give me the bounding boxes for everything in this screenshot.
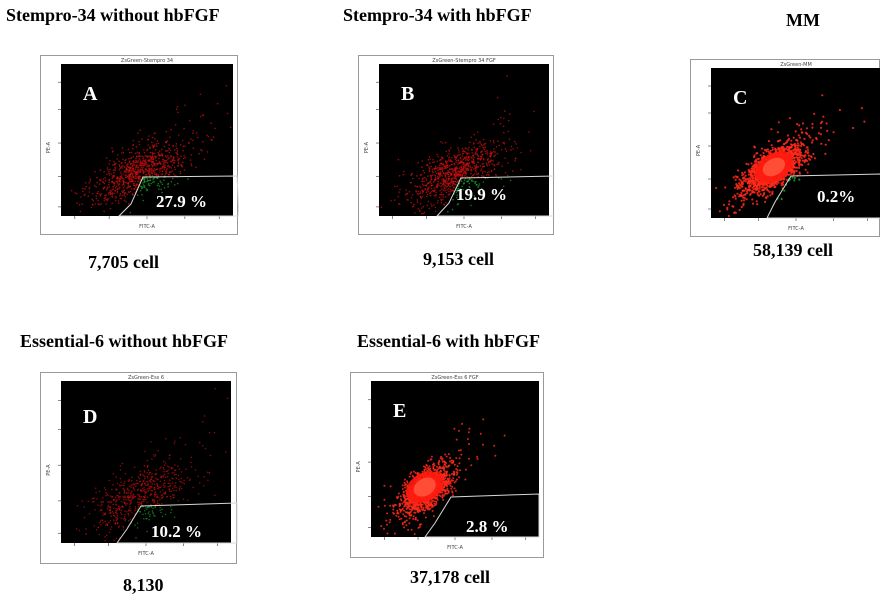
panel-d-cell-count: 8,130 bbox=[123, 575, 164, 595]
gate-percent: 27.9 % bbox=[156, 192, 207, 211]
plot-header: ZsGreen-MM bbox=[780, 62, 812, 68]
panel-c-plot: ZsGreen-MM FITC-A PE-A C 0.2% bbox=[690, 59, 880, 237]
panel-e-title: Essential-6 with hbFGF bbox=[357, 331, 541, 351]
panel-e-cell-count: 37,178 cell bbox=[410, 567, 490, 587]
y-axis-label: PE-A bbox=[364, 141, 370, 153]
gate-outline bbox=[435, 175, 555, 217]
gate-outline bbox=[117, 175, 239, 217]
panel-b-cell-count: 9,153 cell bbox=[423, 249, 494, 269]
plot-area: ZsGreen-Stempro 34 FGF FITC-A PE-A B 19.9 % bbox=[364, 58, 555, 230]
panel-d-svg: ZsGreen-Ess 6 FITC-A PE-A D 10.2 % bbox=[46, 375, 238, 557]
x-axis-label: FITC-A bbox=[456, 224, 472, 230]
y-axis-label: PE-A bbox=[46, 464, 52, 476]
y-axis-label: PE-A bbox=[696, 144, 702, 156]
gate-percent: 0.2% bbox=[817, 187, 855, 206]
panel-a-title: Stempro-34 without hbFGF bbox=[6, 5, 220, 25]
panel-letter: E bbox=[393, 400, 406, 422]
plot-area: ZsGreen-Ess 6 FGF FITC-A PE-A E 2.8 % bbox=[356, 375, 540, 551]
panel-letter: C bbox=[733, 87, 747, 109]
panel-e-svg: ZsGreen-Ess 6 FGF FITC-A PE-A E 2.8 % bbox=[356, 375, 540, 551]
plot-background bbox=[379, 64, 549, 216]
panel-e-plot: ZsGreen-Ess 6 FGF FITC-A PE-A E 2.8 % bbox=[350, 372, 544, 558]
panel-c-svg: ZsGreen-MM FITC-A PE-A C 0.2% bbox=[696, 62, 880, 232]
gate-outline bbox=[424, 493, 540, 538]
panel-letter: B bbox=[401, 83, 414, 105]
panel-d-plot: ZsGreen-Ess 6 FITC-A PE-A D 10.2 % bbox=[40, 372, 238, 564]
x-axis-label: FITC-A bbox=[447, 545, 463, 551]
panel-c-title: MM bbox=[786, 10, 820, 30]
plot-header: ZsGreen-Stempro 34 bbox=[121, 58, 173, 64]
gate-outline bbox=[766, 173, 880, 219]
plot-header: ZsGreen-Ess 6 FGF bbox=[431, 375, 478, 381]
gate-percent: 2.8 % bbox=[466, 517, 509, 536]
panel-letter: D bbox=[83, 406, 97, 428]
plot-area: ZsGreen-MM FITC-A PE-A C 0.2% bbox=[696, 62, 880, 232]
panel-a-cell-count: 7,705 cell bbox=[88, 252, 159, 272]
x-axis-label: FITC-A bbox=[138, 551, 154, 557]
panel-letter: A bbox=[83, 83, 98, 105]
plot-header: ZsGreen-Stempro 34 FGF bbox=[432, 58, 496, 64]
y-axis-label: PE-A bbox=[46, 141, 52, 153]
panel-b-svg: ZsGreen-Stempro 34 FGF FITC-A PE-A B 19.9 % bbox=[364, 58, 555, 230]
gate-percent: 19.9 % bbox=[456, 185, 507, 204]
plot-area: ZsGreen-Stempro 34 FITC-A PE-A A 27.9 % bbox=[46, 58, 239, 230]
panel-a-plot: ZsGreen-Stempro 34 FITC-A PE-A A 27.9 % bbox=[40, 55, 239, 235]
plot-background bbox=[371, 381, 539, 537]
y-axis-label: PE-A bbox=[356, 461, 362, 473]
plot-header: ZsGreen-Ess 6 bbox=[128, 375, 164, 381]
plot-background bbox=[61, 381, 231, 543]
panel-a-svg: ZsGreen-Stempro 34 FITC-A PE-A A 27.9 % bbox=[46, 58, 239, 230]
panel-b-title: Stempro-34 with hbFGF bbox=[343, 5, 532, 25]
x-axis-label: FITC-A bbox=[788, 226, 804, 232]
axis-ticks bbox=[708, 85, 868, 221]
plot-area: ZsGreen-Ess 6 FITC-A PE-A D 10.2 % bbox=[46, 375, 238, 557]
panel-d-title: Essential-6 without hbFGF bbox=[20, 331, 229, 351]
gate-percent: 10.2 % bbox=[151, 522, 202, 541]
gate-outline bbox=[116, 502, 238, 544]
panel-c-cell-count: 58,139 cell bbox=[753, 240, 833, 260]
panel-b-plot: ZsGreen-Stempro 34 FGF FITC-A PE-A B 19.9 % bbox=[358, 55, 555, 235]
x-axis-label: FITC-A bbox=[139, 224, 155, 230]
axis-ticks bbox=[58, 400, 218, 546]
plot-background bbox=[711, 68, 880, 218]
